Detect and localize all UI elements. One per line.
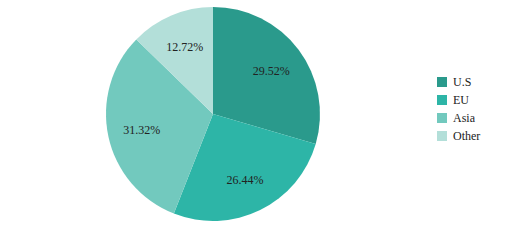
legend-swatch (437, 77, 447, 87)
legend-swatch (437, 95, 447, 105)
legend-swatch (437, 131, 447, 141)
chart: 29.52% 26.44% 31.32% 12.72% U.S EU Asia Other (0, 0, 514, 234)
data-labels: 29.52% 26.44% 31.32% 12.72% (123, 40, 289, 186)
legend-label: Other (453, 129, 480, 143)
legend: U.S EU Asia Other (437, 75, 480, 143)
legend-label: EU (453, 93, 469, 107)
legend-label: U.S (453, 75, 471, 89)
data-label: 29.52% (253, 64, 290, 78)
legend-swatch (437, 113, 447, 123)
pie-slice (136, 7, 213, 114)
data-label: 12.72% (166, 40, 203, 54)
pie (106, 7, 320, 221)
data-label: 31.32% (123, 123, 160, 137)
data-label: 26.44% (227, 173, 264, 187)
legend-label: Asia (453, 111, 476, 125)
